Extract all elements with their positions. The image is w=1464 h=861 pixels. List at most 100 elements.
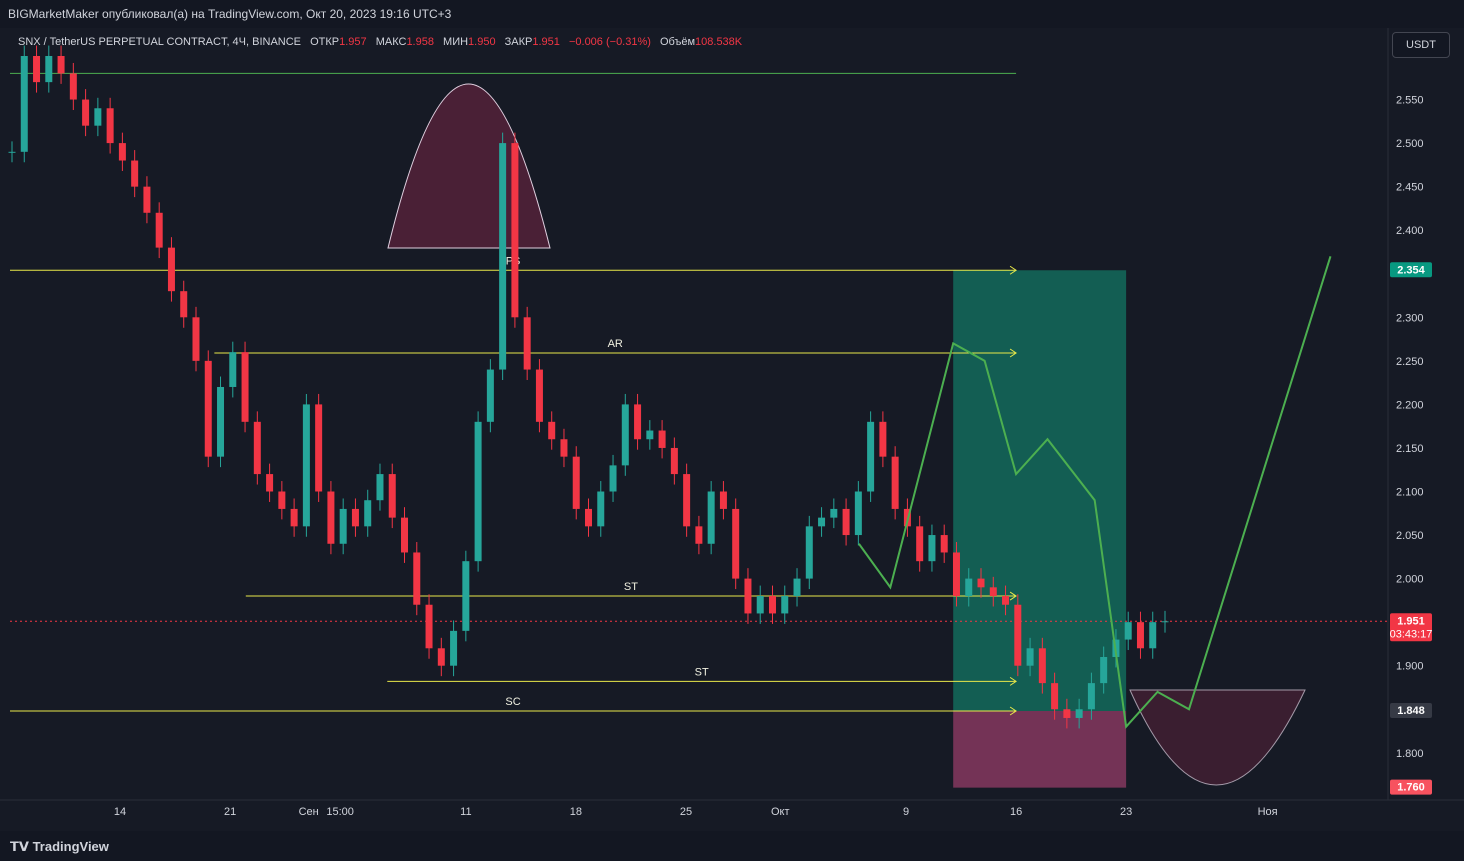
candle-body bbox=[1161, 621, 1169, 623]
publisher-bar: BIGMarketMaker опубликовал(а) на Trading… bbox=[0, 0, 1464, 28]
change-value: −0.006 (−0.31%) bbox=[568, 36, 651, 48]
candle-body bbox=[732, 508, 740, 579]
x-tick-4: 11 bbox=[460, 806, 471, 818]
price-badge-2 bbox=[1390, 702, 1432, 718]
candle-body bbox=[290, 508, 298, 527]
price-badge-1 bbox=[1390, 613, 1432, 642]
level-arrow-3 bbox=[1009, 591, 1017, 601]
candle-body bbox=[217, 386, 225, 457]
level-arrow-2 bbox=[1009, 348, 1017, 358]
candle-body bbox=[1014, 604, 1022, 666]
candle-body bbox=[241, 352, 249, 422]
tradingview-logo[interactable]: 𝗧𝗩 TradingView bbox=[10, 839, 109, 855]
y-tick-0: 2.550 bbox=[1396, 95, 1424, 107]
candle-body bbox=[928, 535, 936, 562]
candle-body bbox=[266, 474, 274, 492]
candle-body bbox=[940, 535, 948, 553]
level-arrow-5 bbox=[1009, 706, 1017, 716]
x-tick-11: Ноя bbox=[1258, 806, 1278, 818]
candle-body bbox=[302, 404, 310, 527]
candle-body bbox=[1063, 709, 1071, 718]
x-tick-5: 18 bbox=[570, 806, 582, 818]
candle-body bbox=[1136, 622, 1144, 649]
price-badge-3 bbox=[1390, 779, 1432, 795]
candle-body bbox=[437, 648, 445, 666]
candle-body bbox=[830, 508, 838, 518]
candle-body bbox=[707, 491, 715, 544]
candle-body bbox=[572, 456, 580, 509]
y-tick-10: 2.000 bbox=[1396, 574, 1424, 586]
candle-body bbox=[82, 99, 90, 126]
candle-body bbox=[1087, 683, 1095, 710]
candle-body bbox=[401, 517, 409, 553]
candle-body bbox=[977, 578, 985, 588]
candle-body bbox=[1038, 648, 1046, 684]
candle-body bbox=[474, 421, 482, 562]
candle-body bbox=[131, 160, 139, 187]
candle-body bbox=[1124, 622, 1132, 640]
candle-body bbox=[45, 56, 53, 83]
level-arrow-4 bbox=[1009, 676, 1017, 686]
candle-body bbox=[952, 552, 960, 597]
candle-body bbox=[683, 474, 691, 527]
candle-body bbox=[805, 526, 813, 579]
tv-logo-icon: 𝗧𝗩 bbox=[10, 839, 29, 854]
candle-body bbox=[989, 587, 997, 597]
candle-body bbox=[462, 561, 470, 631]
candle-body bbox=[634, 404, 642, 440]
candle-body bbox=[621, 404, 629, 466]
candle-body bbox=[548, 421, 556, 440]
candle-body bbox=[854, 491, 862, 536]
x-tick-1: 21 bbox=[224, 806, 236, 818]
candle-body bbox=[695, 526, 703, 544]
candle-body bbox=[388, 474, 396, 518]
y-tick-8: 2.100 bbox=[1396, 487, 1424, 499]
price-badge-0 bbox=[1390, 262, 1432, 278]
x-tick-3: Сен bbox=[299, 806, 319, 818]
footer: 𝗧𝗩 TradingView bbox=[0, 831, 1464, 861]
candle-body bbox=[278, 491, 286, 509]
symbol-legend: SNX / TetherUS PERPETUAL CONTRACT, 4Ч, B… bbox=[18, 36, 742, 48]
open-label: ОТКР bbox=[310, 36, 340, 48]
y-tick-5: 2.250 bbox=[1396, 356, 1424, 368]
open-value: 1.957 bbox=[339, 36, 367, 48]
candle-body bbox=[744, 578, 752, 614]
candle-body bbox=[1026, 648, 1034, 666]
candle-body bbox=[867, 421, 875, 492]
candle-body bbox=[486, 369, 494, 422]
candle-body bbox=[364, 500, 372, 527]
level-label-4: ST bbox=[695, 666, 709, 678]
symbol-name[interactable]: SNX / TetherUS PERPETUAL CONTRACT, 4Ч, B… bbox=[18, 36, 302, 48]
candle-body bbox=[560, 439, 568, 457]
price-badge-timer-1: 03:43:17 bbox=[1390, 628, 1433, 640]
high-label: МАКС bbox=[375, 36, 407, 48]
currency-button[interactable]: USDT bbox=[1392, 32, 1450, 58]
projection-path bbox=[858, 256, 1332, 729]
high-value: 1.958 bbox=[406, 36, 434, 48]
candle-body bbox=[351, 508, 359, 527]
y-tick-3: 2.400 bbox=[1396, 225, 1424, 237]
candle-body bbox=[658, 430, 666, 448]
y-tick-9: 2.050 bbox=[1396, 530, 1424, 542]
level-label-5: SC bbox=[505, 696, 520, 708]
candle-body bbox=[327, 491, 335, 544]
y-tick-4: 2.300 bbox=[1396, 312, 1424, 324]
candle-body bbox=[192, 317, 200, 361]
candle-body bbox=[118, 143, 126, 161]
stop-zone bbox=[953, 710, 1127, 788]
candle-body bbox=[204, 360, 212, 457]
low-label: МИН bbox=[443, 36, 469, 48]
candle-body bbox=[315, 404, 323, 492]
price-badge-value-1: 1.951 bbox=[1397, 615, 1425, 627]
candle-body bbox=[450, 630, 458, 666]
low-value: 1.950 bbox=[468, 36, 496, 48]
candle-body bbox=[20, 56, 28, 152]
price-badge-value-0: 2.354 bbox=[1397, 264, 1425, 276]
candle-body bbox=[523, 317, 531, 370]
candle-body bbox=[818, 517, 826, 527]
candle-body bbox=[535, 369, 543, 422]
candle-body bbox=[781, 596, 789, 614]
volume-value: 108.538K bbox=[695, 36, 743, 48]
y-tick-11: 1.900 bbox=[1396, 661, 1424, 673]
